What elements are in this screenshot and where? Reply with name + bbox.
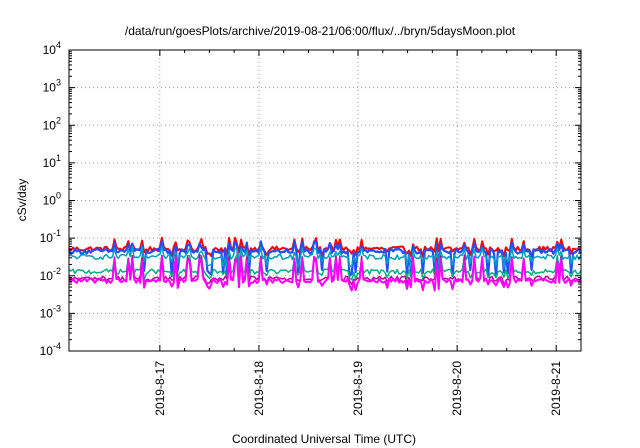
y-axis-label: cSv/day	[15, 179, 29, 222]
y-tick-exponent: -1	[53, 228, 61, 238]
y-tick-exponent: 1	[56, 153, 61, 163]
x-axis-label: Coordinated Universal Time (UTC)	[232, 432, 416, 446]
series-line	[68, 240, 583, 278]
y-tick-label: 101	[43, 153, 61, 170]
x-tick-label: 2019-8-20	[450, 361, 464, 416]
y-tick-exponent: -4	[53, 341, 61, 351]
y-tick-label: 100	[43, 191, 61, 208]
y-tick-exponent: -3	[53, 303, 61, 313]
y-tick-label: 10-4	[40, 341, 61, 358]
series-line	[68, 254, 582, 282]
y-tick-exponent: 2	[56, 115, 61, 125]
y-tick-label: 104	[43, 40, 61, 57]
y-tick-exponent: -2	[53, 266, 61, 276]
series-line	[68, 236, 582, 258]
y-tick-exponent: 4	[56, 40, 61, 50]
series-layer	[68, 236, 583, 292]
grid	[69, 49, 581, 352]
chart-title: /data/run/goesPlots/archive/2019-08-21/0…	[125, 24, 516, 38]
y-tick-label: 102	[43, 115, 61, 132]
x-tick-label: 2019-8-19	[351, 361, 365, 416]
series-line	[68, 245, 582, 269]
x-tick-label: 2019-8-18	[252, 361, 266, 416]
y-tick-label: 103	[43, 78, 61, 95]
series-line	[68, 254, 582, 286]
y-tick-label: 10-2	[40, 266, 61, 283]
y-tick-label: 10-3	[40, 303, 61, 320]
series-line	[68, 255, 582, 292]
x-tick-label: 2019-8-21	[549, 361, 563, 416]
y-tick-exponent: 3	[56, 78, 61, 88]
x-axis: 2019-8-17 2019-8-18 2019-8-19 2019-8-20 2019…	[153, 50, 563, 416]
x-tick-label: 2019-8-17	[153, 361, 167, 416]
y-tick-label: 10-1	[40, 228, 61, 245]
y-tick-exponent: 0	[56, 191, 61, 201]
